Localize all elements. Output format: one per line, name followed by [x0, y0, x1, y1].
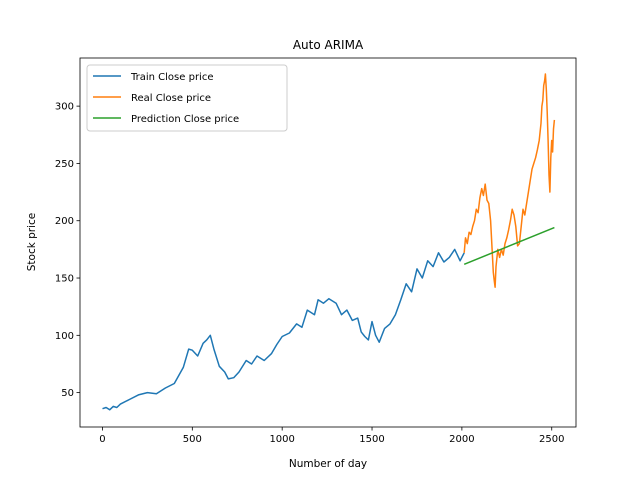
chart-title: Auto ARIMA — [293, 38, 364, 52]
plot-frame — [79, 57, 577, 428]
y-tick-label: 150 — [55, 274, 74, 285]
legend-label: Prediction Close price — [131, 114, 239, 125]
x-axis: 0 500 1000 1500 2000 2500 — [99, 427, 564, 445]
series-layer — [102, 73, 556, 411]
legend-box — [86, 64, 288, 132]
legend-label: Train Close price — [130, 72, 213, 83]
plot-area — [79, 57, 577, 428]
y-tick-label: 200 — [55, 216, 74, 227]
y-axis: 50 100 150 200 250 300 — [55, 102, 80, 399]
x-tick-label: 500 — [183, 434, 202, 445]
x-tick-label: 1000 — [269, 434, 294, 445]
x-tick-label: 1500 — [359, 434, 384, 445]
y-tick-label: 250 — [55, 159, 74, 170]
x-tick-label: 2500 — [539, 434, 564, 445]
y-tick-label: 100 — [55, 331, 74, 342]
legend-label: Real Close price — [131, 93, 211, 104]
series-line-1 — [102, 248, 465, 411]
x-tick-label: 0 — [99, 434, 105, 445]
legend: Train Close price Real Close price Predict… — [86, 64, 288, 132]
series-line-3 — [463, 226, 555, 265]
y-tick-label: 50 — [61, 388, 74, 399]
x-axis-label: Number of day — [289, 458, 367, 470]
y-tick-label: 300 — [55, 102, 74, 113]
y-axis-label: Stock price — [26, 213, 38, 272]
x-tick-label: 2000 — [449, 434, 474, 445]
series-line-2 — [463, 73, 556, 288]
